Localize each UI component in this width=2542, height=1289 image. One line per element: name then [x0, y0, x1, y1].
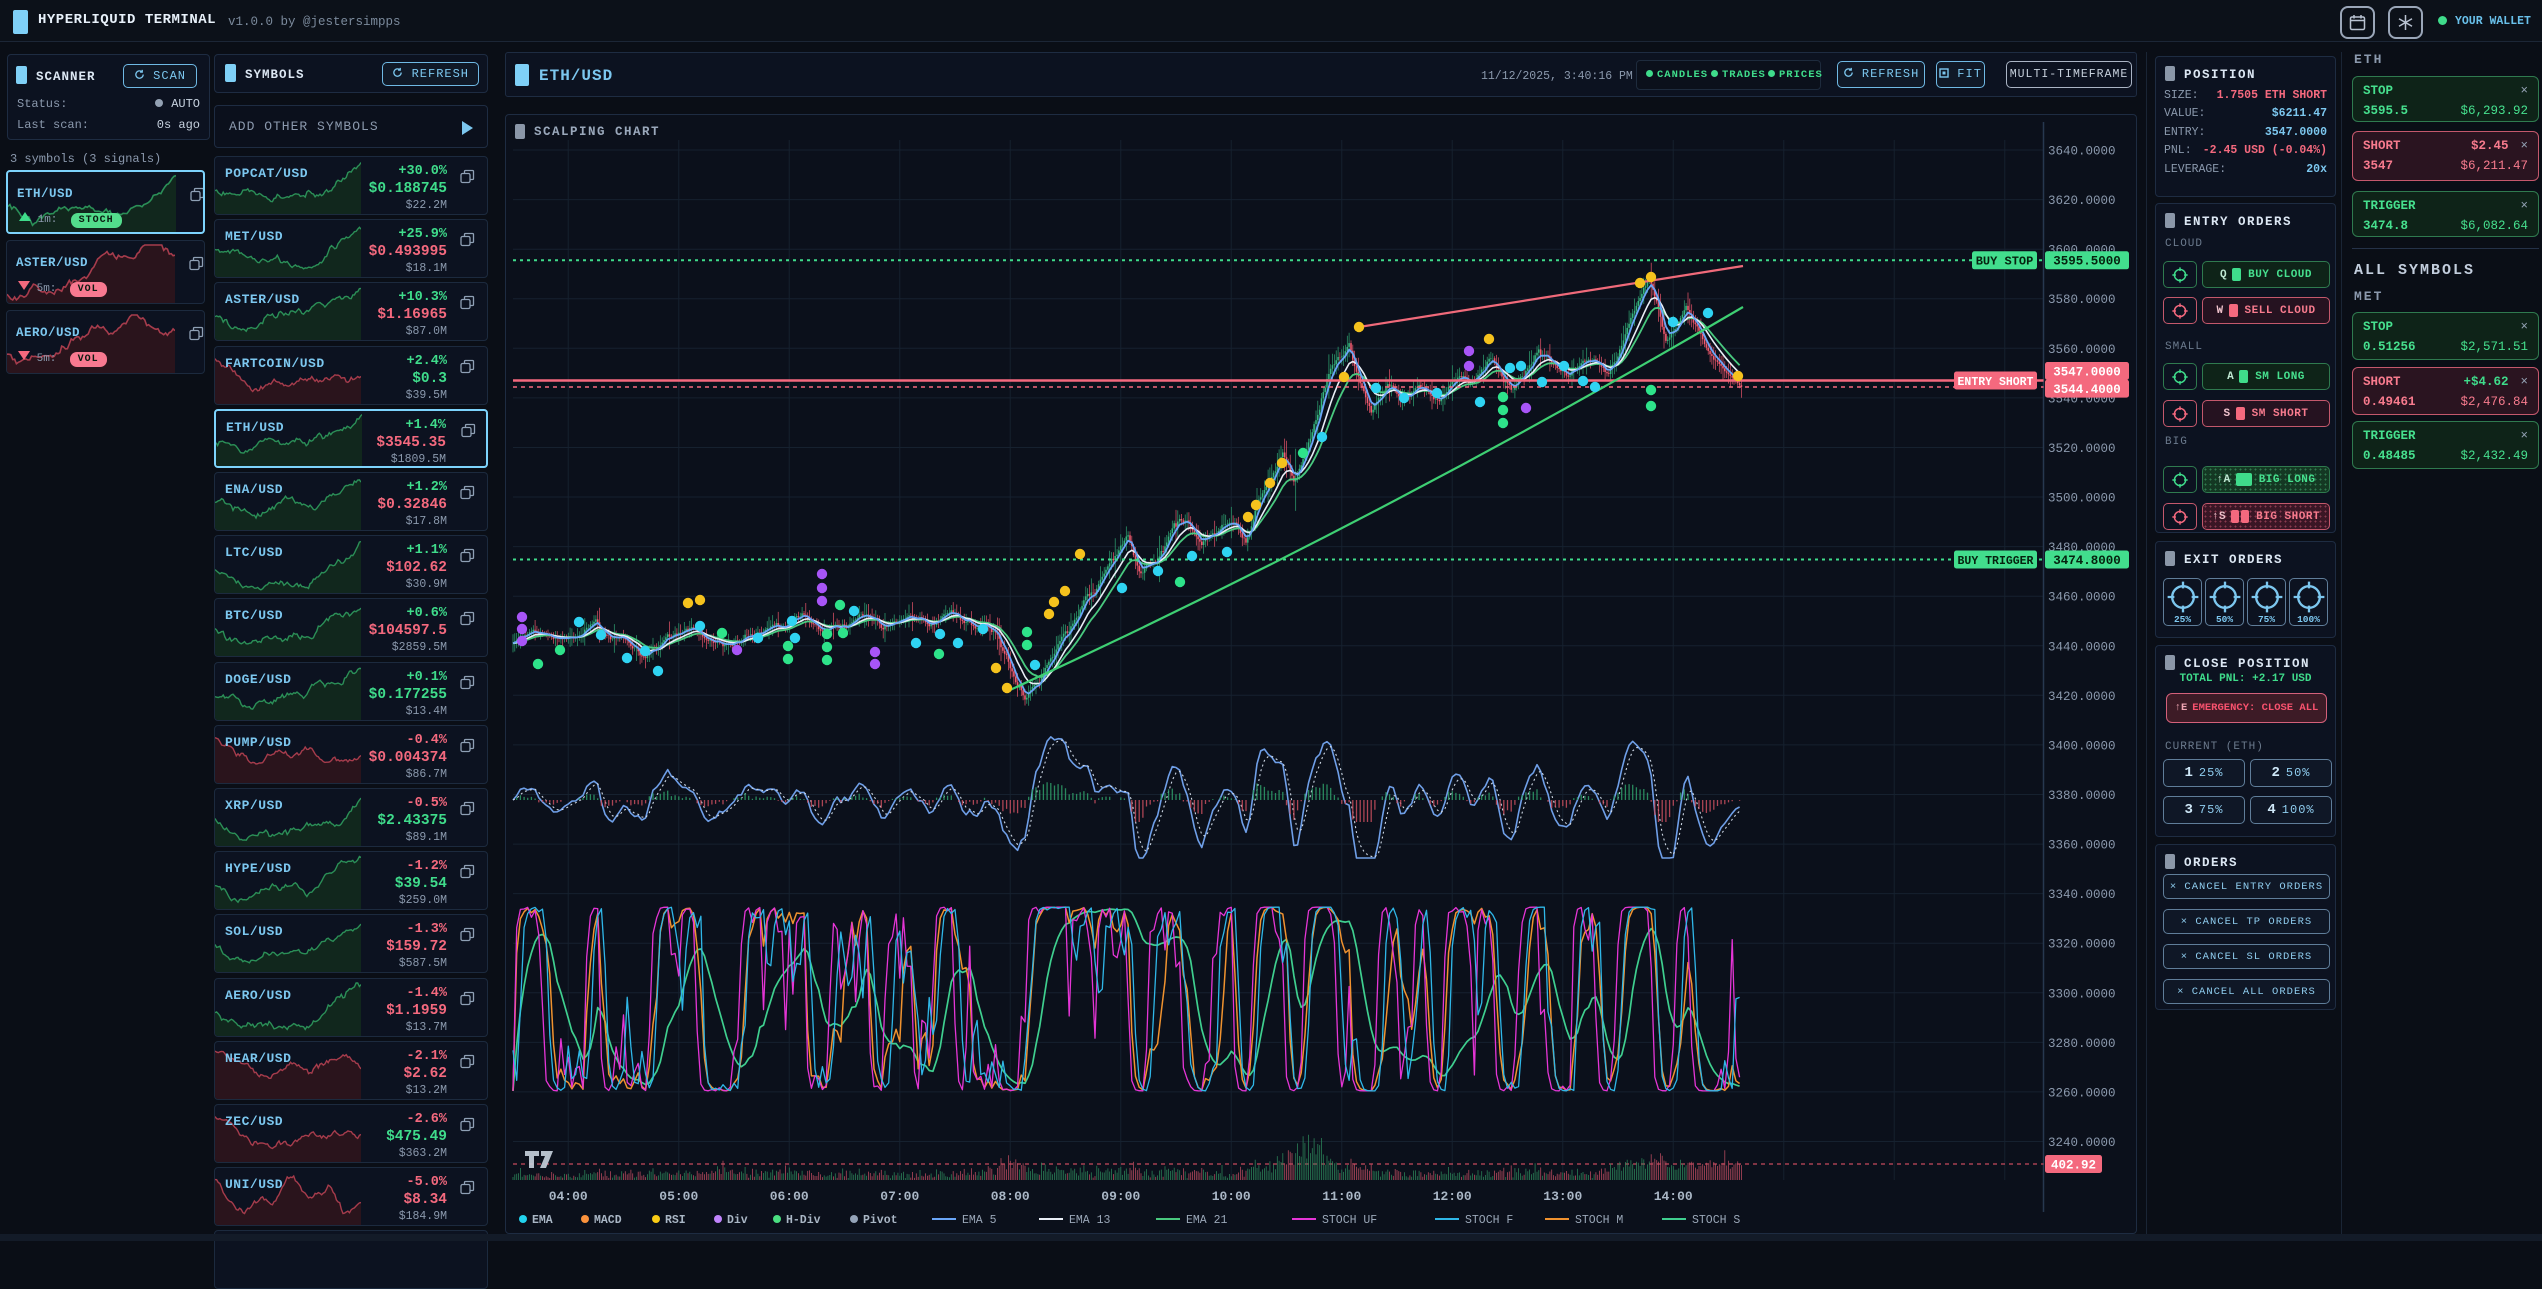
svg-text:05:00: 05:00 — [659, 1189, 698, 1204]
svg-text:3380.0000: 3380.0000 — [2048, 789, 2116, 803]
svg-text:14:00: 14:00 — [1654, 1189, 1693, 1204]
svg-text:3400.0000: 3400.0000 — [2048, 739, 2116, 753]
svg-text:3544.4000: 3544.4000 — [2053, 383, 2121, 397]
svg-text:3440.0000: 3440.0000 — [2048, 640, 2116, 654]
svg-text:3420.0000: 3420.0000 — [2048, 690, 2116, 704]
svg-text:3547.0000: 3547.0000 — [2053, 365, 2121, 379]
svg-text:402.92: 402.92 — [2051, 1158, 2096, 1172]
svg-text:BUY STOP: BUY STOP — [1976, 255, 2034, 269]
svg-text:07:00: 07:00 — [880, 1189, 919, 1204]
svg-text:3560.0000: 3560.0000 — [2048, 343, 2116, 357]
svg-text:06:00: 06:00 — [770, 1189, 809, 1204]
svg-text:3460.0000: 3460.0000 — [2048, 591, 2116, 605]
svg-text:3240.0000: 3240.0000 — [2048, 1136, 2116, 1150]
svg-text:3580.0000: 3580.0000 — [2048, 293, 2116, 307]
svg-text:3620.0000: 3620.0000 — [2048, 194, 2116, 208]
svg-text:BUY TRIGGER: BUY TRIGGER — [1958, 555, 2034, 568]
svg-text:3640.0000: 3640.0000 — [2048, 145, 2116, 159]
svg-text:3320.0000: 3320.0000 — [2048, 938, 2116, 952]
svg-text:3595.5000: 3595.5000 — [2053, 255, 2121, 269]
svg-text:3300.0000: 3300.0000 — [2048, 987, 2116, 1001]
svg-text:09:00: 09:00 — [1101, 1189, 1140, 1204]
svg-text:08:00: 08:00 — [991, 1189, 1030, 1204]
svg-text:04:00: 04:00 — [549, 1189, 588, 1204]
svg-text:ENTRY SHORT: ENTRY SHORT — [1958, 376, 2034, 389]
svg-text:12:00: 12:00 — [1433, 1189, 1472, 1204]
svg-text:3360.0000: 3360.0000 — [2048, 839, 2116, 853]
svg-text:10:00: 10:00 — [1212, 1189, 1251, 1204]
svg-text:3520.0000: 3520.0000 — [2048, 442, 2116, 456]
svg-text:3260.0000: 3260.0000 — [2048, 1086, 2116, 1100]
svg-text:3500.0000: 3500.0000 — [2048, 492, 2116, 506]
svg-text:11:00: 11:00 — [1322, 1189, 1361, 1204]
svg-text:3474.8000: 3474.8000 — [2053, 554, 2121, 568]
svg-text:3340.0000: 3340.0000 — [2048, 888, 2116, 902]
svg-text:13:00: 13:00 — [1543, 1189, 1582, 1204]
svg-text:3280.0000: 3280.0000 — [2048, 1037, 2116, 1051]
